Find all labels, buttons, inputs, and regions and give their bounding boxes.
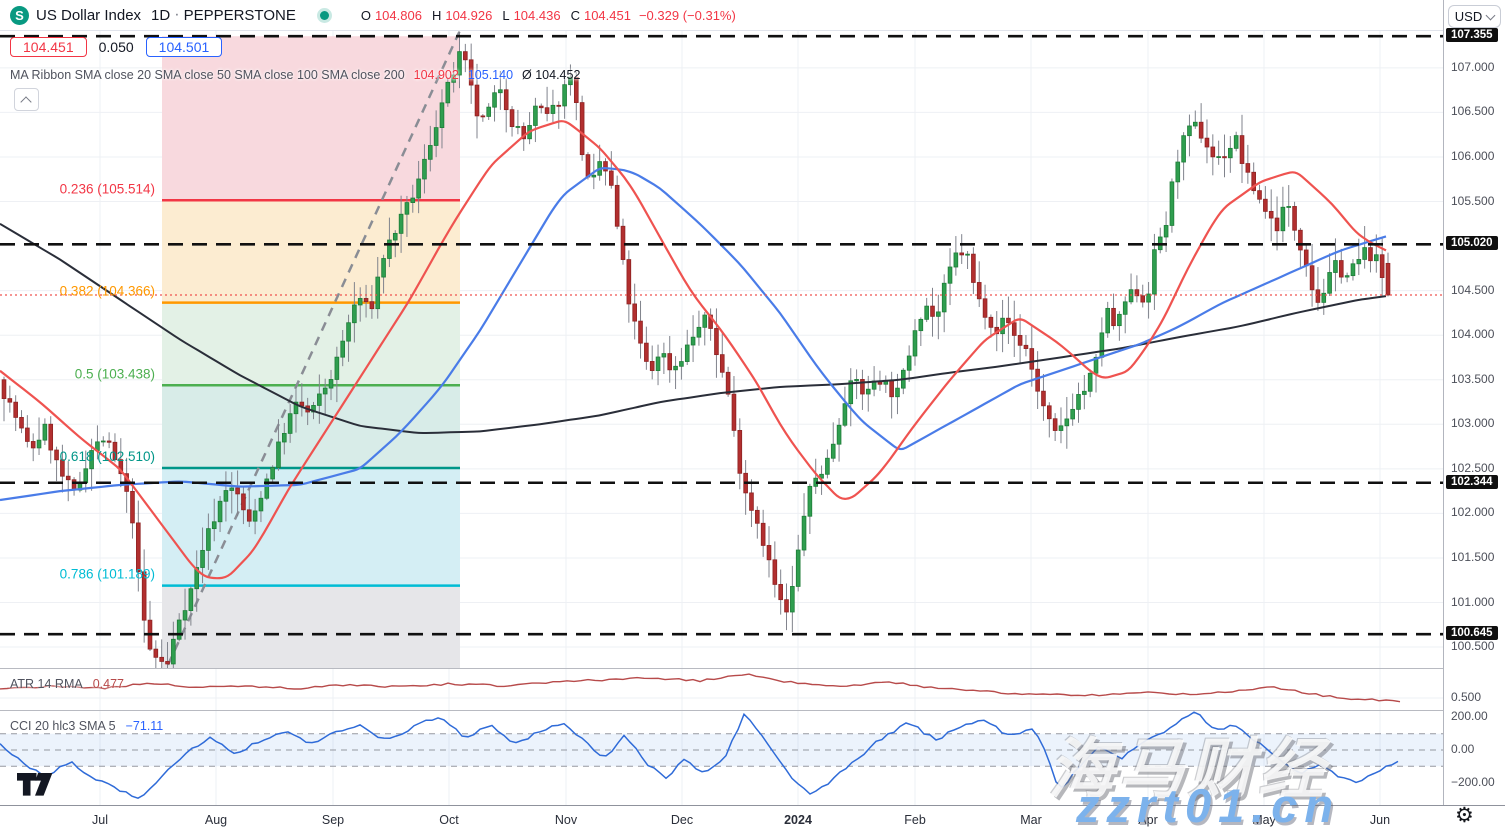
low-value: 104.436 [513, 7, 561, 23]
cci-label: CCI 20 hlc3 SMA 5 [10, 719, 116, 733]
time-axis-label: Sep [321, 813, 345, 827]
time-axis-label: May [1252, 813, 1276, 827]
price-axis-tick: 103.000 [1451, 416, 1495, 431]
time-axis-label: Aug [204, 813, 228, 827]
atr-label: ATR 14 RMA [10, 677, 83, 691]
price-axis-tick: 102.500 [1451, 460, 1495, 475]
ma-ribbon-value-fast: 104.902 [413, 68, 459, 82]
price-axis-level-tag: 102.344 [1446, 474, 1498, 489]
price-axis-tick: 107.000 [1451, 59, 1495, 74]
ma-ribbon-value-mid: 105.140 [467, 68, 514, 82]
price-axis-tick: 106.500 [1451, 104, 1495, 119]
open-value: 104.806 [374, 7, 422, 23]
pane-separator[interactable] [0, 710, 1505, 711]
price-axis-tick: 104.500 [1451, 282, 1495, 297]
open-label: O [360, 7, 371, 23]
collapse-legend-button[interactable] [14, 88, 39, 111]
tradingview-logo-icon[interactable] [17, 773, 53, 796]
price-axis-tick: 101.500 [1451, 549, 1495, 564]
close-value: 104.451 [583, 7, 631, 23]
time-axis-label: Feb [904, 813, 926, 827]
ma-ribbon-label: MA Ribbon SMA close 20 SMA close 50 SMA … [10, 68, 405, 82]
price-tag-red[interactable]: 104.451 [10, 37, 87, 57]
fib-level-label: 0.382 (104.366) [60, 284, 155, 299]
price-axis-tick: 103.500 [1451, 371, 1495, 386]
time-axis-label: Oct [439, 813, 459, 827]
fib-level-label: 0.618 (102.510) [60, 449, 155, 464]
ma-ribbon-value-avg: Ø 104.452 [522, 68, 581, 82]
cci-axis-tick: 0.00 [1451, 742, 1475, 757]
symbol-logo[interactable]: S [10, 5, 29, 25]
time-axis-label: Dec [670, 813, 694, 827]
price-axis-tick: 106.000 [1451, 148, 1495, 163]
high-label: H [431, 7, 442, 23]
fib-level-label: 0.786 (101.189) [60, 567, 155, 582]
timeframe-button[interactable]: 1D [151, 6, 171, 24]
atr-axis-tick: 0.500 [1451, 690, 1482, 704]
atr-legend[interactable]: ATR 14 RMA 0.477 [10, 677, 124, 691]
time-axis-label: 2024 [784, 813, 812, 827]
fib-level-label: 0.5 (103.438) [75, 366, 155, 381]
cci-legend[interactable]: CCI 20 hlc3 SMA 5 −71.11 [10, 719, 163, 733]
title-separator: · [174, 6, 180, 23]
chevron-up-icon [20, 96, 32, 108]
price-axis-tick: 104.000 [1451, 327, 1495, 342]
cci-axis-tick: 200.00 [1451, 709, 1488, 724]
time-axis[interactable]: Jul Aug Sep Oct Nov Dec 2024 Feb Mar Apr May Jun [0, 805, 1505, 834]
chevron-down-icon [1485, 10, 1496, 20]
ma-ribbon-legend[interactable]: MA Ribbon SMA close 20 SMA close 50 SMA … [10, 68, 580, 82]
time-axis-label: Mar [1020, 813, 1042, 827]
time-axis-label: Nov [554, 813, 578, 827]
fib-level-label: 0.236 (105.514) [60, 181, 155, 196]
ohlc-readout: O 104.806 H 104.926 L 104.436 C 104.451 −0.3… [355, 8, 736, 23]
price-axis-tick: 105.500 [1451, 193, 1495, 208]
time-axis-label: Jun [1369, 813, 1391, 827]
chart-header: S US Dollar Index 1D · PEPPERSTONE O 104.… [0, 0, 1443, 31]
pane-separator[interactable] [0, 668, 1505, 669]
cci-axis-tick: −200.00 [1451, 774, 1495, 789]
symbol-name-button[interactable]: US Dollar Index [36, 6, 142, 24]
high-value: 104.926 [445, 7, 493, 23]
gear-icon: ⚙ [1455, 804, 1474, 827]
currency-dropdown[interactable]: USD [1448, 5, 1501, 28]
market-open-dot-icon[interactable] [319, 10, 329, 20]
price-axis[interactable]: USD 107.000 106.500 106.000 105.500 104.500 1… [1443, 0, 1505, 805]
price-axis-level-tag: 105.020 [1446, 236, 1498, 251]
close-label: C [570, 7, 580, 23]
price-axis-level-tag: 107.355 [1446, 28, 1498, 43]
price-axis-level-tag: 100.645 [1446, 626, 1498, 641]
atr-value: 0.477 [92, 677, 124, 691]
price-tag-spread: 0.050 [98, 39, 134, 55]
time-axis-label: Jul [92, 813, 108, 827]
price-tag-blue[interactable]: 104.501 [145, 37, 223, 57]
price-axis-tick: 100.500 [1451, 639, 1495, 654]
exchange-button[interactable]: PEPPERSTONE [183, 6, 296, 24]
cci-value: −71.11 [125, 719, 164, 733]
currency-label: USD [1454, 9, 1483, 24]
change-value: −0.329 (−0.31%) [638, 7, 736, 23]
low-label: L [502, 7, 510, 23]
chart-canvas[interactable]: 0.236 (105.514) 0.382 (104.366) 0.5 (103.4… [0, 0, 1443, 834]
price-tag-row: 104.451 0.050 104.501 [10, 37, 223, 57]
time-axis-label: Apr [1138, 813, 1158, 827]
price-axis-tick: 101.000 [1451, 594, 1495, 609]
price-axis-tick: 102.000 [1451, 505, 1495, 520]
